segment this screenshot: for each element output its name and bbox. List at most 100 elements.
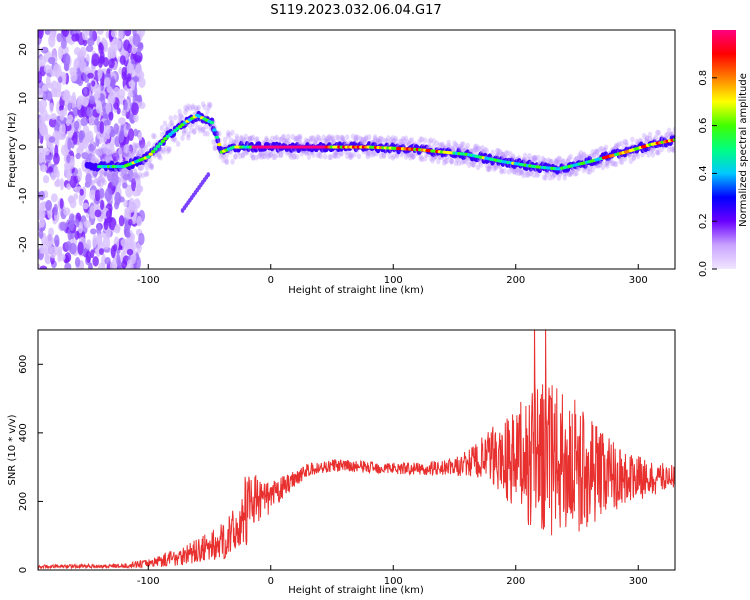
- spectrogram-halo-mark: [580, 154, 585, 161]
- spectrogram-noise-mark: [138, 77, 146, 88]
- spectrogram-halo-mark: [491, 165, 497, 172]
- spectrogram-noise-mark: [136, 183, 142, 196]
- spectrogram-noise-mark: [82, 202, 89, 210]
- spectrogram-halo-mark: [493, 164, 498, 171]
- spectrogram-halo-mark: [314, 136, 319, 143]
- spectrogram-halo-mark: [430, 157, 435, 164]
- spectrogram-halo-mark: [530, 155, 535, 162]
- spectrogram-halo-mark: [511, 153, 516, 160]
- spectrogram-halo-mark: [115, 157, 121, 164]
- spectrogram-noise-mark: [40, 218, 45, 228]
- snr-y-tick-label: 600: [18, 355, 29, 374]
- spectrogram-halo-mark: [581, 167, 587, 174]
- spectrogram-halo-mark: [149, 163, 154, 170]
- spectrogram-noise-mark: [85, 45, 94, 53]
- spectrogram-x-tick-label: -100: [137, 275, 160, 286]
- colorbar-label: Normalized spectral amplitude: [738, 73, 749, 227]
- spectrogram-noise-mark: [80, 117, 89, 127]
- spectrogram-noise-mark: [53, 203, 59, 216]
- spectrogram-halo-mark: [208, 102, 213, 109]
- spectrogram-halo-mark: [96, 180, 101, 187]
- spectrogram-halo-mark: [206, 104, 212, 111]
- spectrogram-noise-mark: [48, 56, 56, 65]
- spectrogram-halo-mark: [534, 172, 540, 179]
- spectrogram-x-tick-label: 100: [384, 275, 403, 286]
- spectrogram-noise-mark: [94, 189, 101, 202]
- spectrogram-halo-mark: [331, 152, 337, 159]
- spectrogram-halo-mark: [568, 170, 573, 177]
- spectrogram-halo-mark: [408, 137, 413, 144]
- spectrogram-noise-mark: [77, 50, 83, 59]
- spectrogram-noise-mark: [105, 143, 113, 155]
- spectrogram-halo-mark: [536, 154, 541, 161]
- spectrogram-halo-mark: [541, 174, 547, 181]
- spectrogram-halo-mark: [428, 155, 434, 162]
- spectrogram-halo-mark: [502, 168, 507, 175]
- spectrogram-halo-mark: [553, 157, 559, 164]
- spectrogram-halo-mark: [196, 104, 201, 111]
- spectrogram-halo-mark: [514, 167, 519, 174]
- spectrogram-halo-mark: [264, 150, 269, 157]
- colorbar-tick-label: 0.2: [698, 213, 709, 229]
- spectrogram-halo-mark: [293, 136, 298, 143]
- spectrogram-halo-mark: [461, 141, 466, 148]
- spectrogram-halo-mark: [472, 146, 478, 153]
- spectrogram-halo-mark: [431, 138, 437, 145]
- spectrogram-halo-mark: [200, 101, 206, 108]
- spectrogram-noise-mark: [94, 209, 102, 218]
- spectrogram-halo-mark: [250, 154, 256, 161]
- spectrogram-halo-mark: [255, 136, 260, 143]
- spectrogram-halo-mark: [480, 145, 485, 152]
- spectrogram-noise-mark: [119, 55, 126, 65]
- spectrogram-halo-mark: [86, 170, 91, 177]
- spectrogram-halo-mark: [512, 168, 517, 175]
- spectrogram-halo-mark: [550, 173, 556, 180]
- spectrogram-noise-mark: [137, 41, 144, 52]
- spectrogram-noise-mark: [38, 43, 41, 55]
- spectrogram-noise-mark: [71, 33, 79, 42]
- spectrogram-halo-mark: [270, 135, 275, 142]
- spectrogram-noise-mark: [115, 191, 121, 201]
- spectrogram-halo-mark: [140, 147, 146, 154]
- spectrogram-noise-mark: [39, 265, 48, 269]
- spectrogram-halo-mark: [643, 137, 648, 144]
- spectrogram-halo-mark: [469, 161, 475, 168]
- spectrogram-noise-mark: [59, 177, 65, 191]
- spectrogram-noise-mark: [94, 92, 101, 99]
- spectrogram-halo-mark: [225, 133, 231, 140]
- spectrogram-halo-mark: [453, 159, 459, 166]
- spectrogram-halo-mark: [103, 154, 109, 161]
- spectrogram-halo-mark: [555, 159, 560, 166]
- spectrogram-halo-mark: [377, 138, 382, 145]
- spectrogram-noise-mark: [62, 52, 71, 67]
- spectrogram-halo-mark: [239, 135, 244, 142]
- spectrogram-halo-mark: [590, 149, 595, 156]
- spectrogram-halo-mark: [167, 147, 172, 154]
- spectrogram-halo-mark: [409, 152, 415, 159]
- spectrogram-halo-mark: [568, 153, 573, 160]
- spectrogram-halo-mark: [459, 141, 465, 148]
- spectrogram-halo-mark: [156, 153, 162, 160]
- spectrogram-halo-mark: [543, 157, 548, 164]
- spectrogram-halo-mark: [456, 160, 462, 167]
- spectrogram-halo-mark: [183, 104, 188, 111]
- spectrogram-noise-mark: [118, 215, 125, 227]
- snr-x-tick-label: 300: [629, 576, 648, 587]
- spectrogram-noise-mark: [88, 95, 96, 105]
- spectrogram-halo-mark: [497, 149, 503, 156]
- spectrogram-peak-mark: [146, 155, 151, 159]
- spectrogram-halo-mark: [533, 157, 538, 164]
- spectrogram-halo-mark: [152, 152, 157, 159]
- spectrogram-halo-mark: [418, 153, 423, 160]
- spectrogram-noise-mark: [69, 175, 77, 189]
- spectrogram-peak-mark: [209, 121, 215, 125]
- spectrogram-noise-mark: [42, 147, 51, 156]
- spectrogram-halo-mark: [364, 134, 369, 141]
- spectrogram-halo-mark: [328, 154, 334, 161]
- spectrogram-halo-mark: [173, 114, 178, 121]
- spectrogram-noise-mark: [49, 102, 54, 113]
- spectrogram-halo-mark: [290, 133, 295, 140]
- spectrogram-halo-mark: [419, 156, 425, 163]
- colorbar: 0.0 0.2 0.4 0.6 0.8 Normalized spectral ampl…: [698, 30, 749, 277]
- spectrogram-noise-mark: [127, 128, 135, 141]
